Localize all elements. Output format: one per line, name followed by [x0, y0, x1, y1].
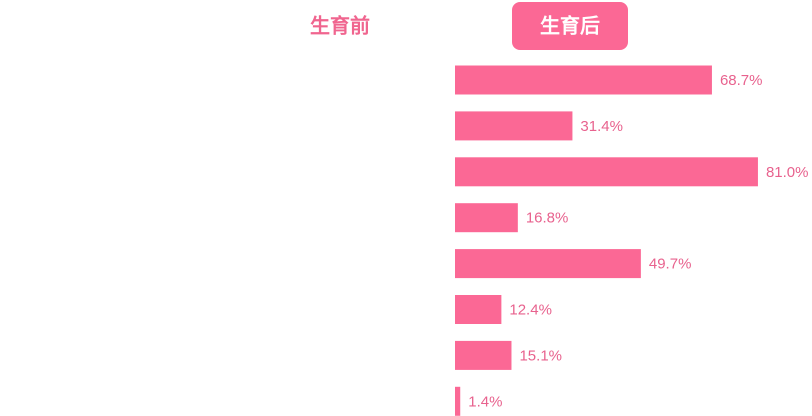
value-label: 1.4%: [468, 393, 502, 410]
bar: [455, 295, 502, 324]
value-label: 12.4%: [509, 301, 552, 318]
tab-label: 生育前: [310, 13, 370, 37]
tab-background: [512, 2, 628, 50]
tab[interactable]: 生育前: [310, 13, 370, 37]
value-label: 68.7%: [720, 72, 763, 89]
tab-label: 生育后: [540, 13, 600, 37]
bar: [455, 157, 758, 187]
tab[interactable]: 生育后: [512, 2, 628, 50]
value-label: 16.8%: [526, 210, 569, 227]
value-label: 31.4%: [580, 118, 623, 135]
bar: [455, 111, 573, 141]
bar: [455, 203, 518, 233]
bar: [455, 65, 712, 95]
value-label: 49.7%: [649, 256, 692, 273]
bar: [455, 340, 512, 370]
value-label: 15.1%: [519, 347, 562, 364]
bar: [455, 386, 461, 416]
value-label: 81.0%: [766, 164, 809, 181]
bar: [455, 249, 641, 279]
